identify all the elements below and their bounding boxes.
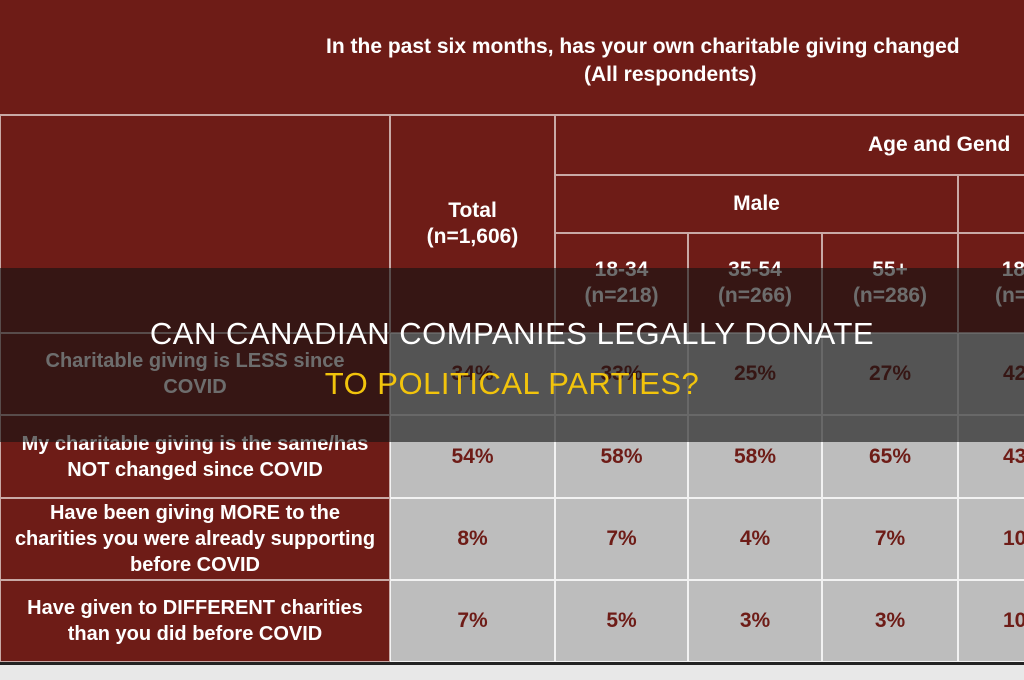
overlay-banner: CAN CANADIAN COMPANIES LEGALLY DONATE TO… [0,268,1024,442]
table-title: In the past six months, has your own cha… [0,0,1024,115]
row-label: Have given to DIFFERENT charities than y… [0,580,390,662]
table-value: 7% [555,498,688,580]
bottom-strip [0,662,1024,680]
table-value: 7% [822,498,958,580]
table-value: 10 [958,498,1024,580]
title-line: In the past six months, has your own cha… [326,35,960,58]
row-label: Have been giving MORE to the charities y… [0,498,390,580]
subgroup-header: Male [555,175,958,233]
text-line: Total [448,199,497,222]
overlay-heading: CAN CANADIAN COMPANIES LEGALLY DONATE [149,316,875,351]
table-value: 3% [688,580,822,662]
overlay-heading: TO POLITICAL PARTIES? [324,366,700,401]
table-value: 7% [390,580,555,662]
text-line: (n=1,606) [426,225,519,248]
table-value: 5% [555,580,688,662]
subgroup-header-next [958,175,1024,233]
table-value: 8% [390,498,555,580]
title-subline: (All respondents) [584,63,757,86]
table-value: 10 [958,580,1024,662]
table-value: 3% [822,580,958,662]
group-header: Age and Gend [555,115,1024,175]
table-value: 4% [688,498,822,580]
total-header-text: Total (n=1,606) [427,198,519,250]
